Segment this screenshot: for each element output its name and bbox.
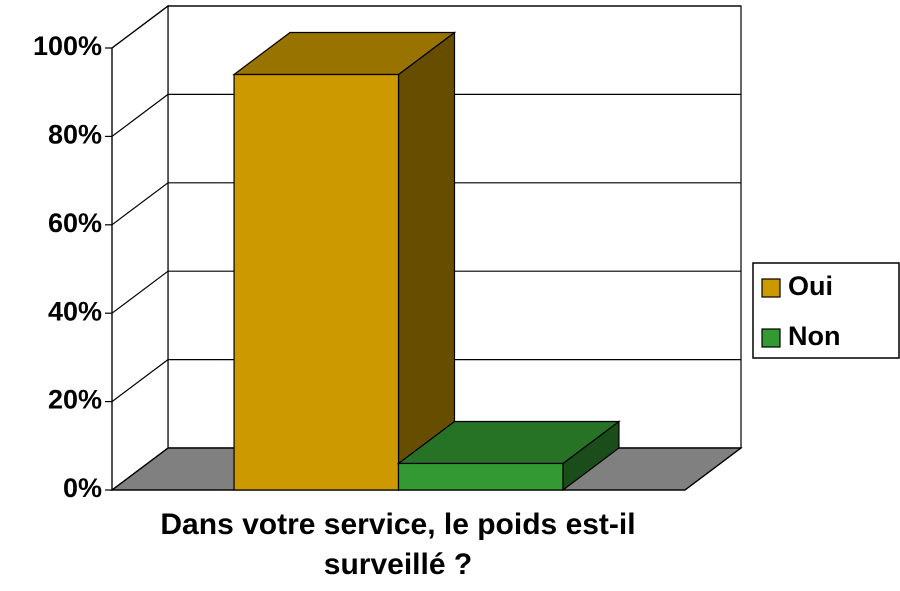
y-tick-label: 20% <box>48 385 102 415</box>
legend-swatch <box>761 328 781 348</box>
y-tick-label: 60% <box>48 208 102 238</box>
grid-line <box>111 93 741 137</box>
bar <box>233 73 400 491</box>
grid-line <box>111 359 741 403</box>
side-wall <box>111 4 169 492</box>
grid-line <box>111 270 741 314</box>
bar-side <box>397 31 456 492</box>
legend-swatch <box>761 278 781 298</box>
legend-label: Oui <box>788 271 833 301</box>
y-tick-label: 80% <box>48 120 102 150</box>
y-tick-label: 100% <box>33 31 102 61</box>
y-tick-label: 40% <box>48 296 102 326</box>
x-category-label: Dans votre service, le poids est-il surv… <box>160 508 636 581</box>
grid-line <box>111 5 741 49</box>
y-tick-label: 0% <box>63 473 102 503</box>
x-axis-depth <box>684 447 742 491</box>
bar <box>397 462 564 491</box>
legend-label: Non <box>788 321 840 351</box>
grid-line <box>111 182 741 226</box>
